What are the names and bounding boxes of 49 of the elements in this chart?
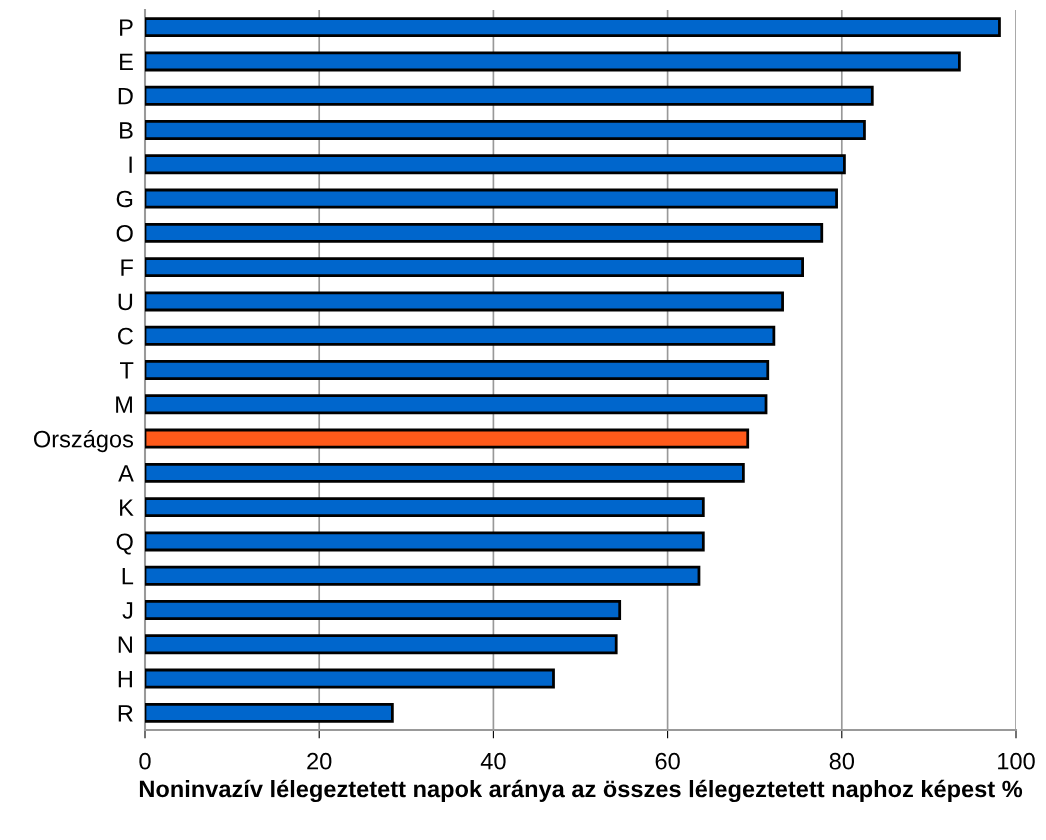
y-tick-label: U <box>118 293 133 311</box>
y-tick-label: N <box>118 636 132 653</box>
y-tick-label: B <box>120 122 133 139</box>
y-tick-label: Országos <box>33 429 134 453</box>
bar <box>145 634 618 655</box>
x-tick-label: 80 <box>829 752 855 770</box>
y-tick-label: E <box>120 53 133 70</box>
bar <box>145 154 846 175</box>
x-tick-label: 40 <box>480 752 506 770</box>
bar <box>145 257 804 278</box>
bar <box>145 188 838 209</box>
y-tick-label: Q <box>116 533 133 555</box>
bar <box>145 291 784 312</box>
x-axis-title: Noninvazív lélegeztetett napok aránya az összes lélegeztetett naphoz képest % <box>139 779 1023 803</box>
y-tick-label: F <box>121 259 133 276</box>
x-tick-label: 0 <box>139 752 151 770</box>
bar <box>145 497 705 518</box>
bar <box>145 222 824 243</box>
y-tick-label: P <box>120 19 133 36</box>
y-tick-label: H <box>118 670 132 688</box>
x-tick-label: 60 <box>655 752 680 770</box>
y-tick-label: R <box>118 705 133 722</box>
bar <box>145 600 622 620</box>
bar <box>145 51 961 72</box>
bar <box>145 702 394 723</box>
bar <box>145 394 768 415</box>
bar <box>145 428 750 449</box>
bar <box>145 85 874 106</box>
y-tick-label: M <box>116 396 132 413</box>
y-tick-label: T <box>120 362 134 379</box>
bar <box>145 120 866 140</box>
bar <box>145 17 1001 38</box>
y-tick-label: G <box>116 190 133 208</box>
bar <box>145 462 745 483</box>
bar <box>145 531 705 552</box>
y-tick-label: A <box>118 465 134 482</box>
y-tick-label: C <box>118 327 133 345</box>
y-tick-label: I <box>129 156 132 173</box>
y-tick-label: O <box>116 224 133 242</box>
bar <box>145 360 770 380</box>
bar <box>145 325 776 346</box>
y-tick-label: L <box>122 568 134 585</box>
y-tick-label: D <box>118 88 133 105</box>
x-tick-label: 100 <box>998 752 1035 770</box>
x-tick-label: 20 <box>307 752 332 770</box>
y-tick-label: K <box>120 499 134 516</box>
y-tick-label: J <box>122 602 133 619</box>
bar <box>145 565 701 586</box>
bar <box>145 668 555 689</box>
